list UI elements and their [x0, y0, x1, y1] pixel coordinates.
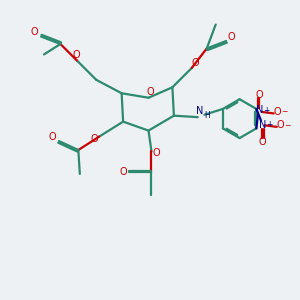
Text: H: H [204, 111, 210, 120]
Text: +: + [263, 106, 269, 115]
Text: N: N [259, 120, 266, 130]
Text: O: O [274, 107, 281, 117]
Text: O: O [31, 27, 38, 37]
Text: O: O [152, 148, 160, 158]
Text: O: O [120, 167, 127, 177]
Text: O: O [72, 50, 80, 60]
Text: +: + [266, 120, 272, 129]
Text: O: O [91, 134, 98, 144]
Text: O: O [256, 90, 263, 100]
Text: N: N [256, 105, 263, 116]
Text: O: O [259, 137, 266, 147]
Text: O: O [146, 87, 154, 98]
Text: O: O [192, 58, 199, 68]
Text: O: O [49, 132, 56, 142]
Text: O: O [228, 32, 235, 41]
Text: O: O [277, 120, 284, 130]
Text: −: − [284, 121, 290, 130]
Text: −: − [281, 107, 287, 116]
Text: N: N [196, 106, 203, 116]
